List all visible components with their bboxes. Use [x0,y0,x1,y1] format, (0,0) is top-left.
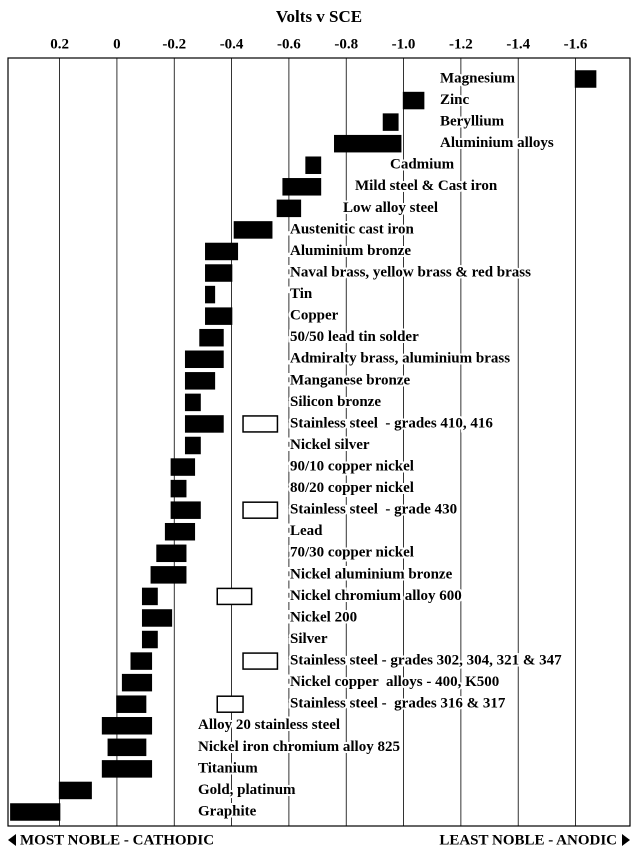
category-label: Stainless steel - grades 410, 416 [290,415,493,431]
category-label: Beryllium [440,114,505,130]
bar [164,522,196,541]
bar [205,307,233,325]
bar [205,264,233,282]
bar [184,436,201,455]
category-label: Magnesium [440,70,516,86]
bar [156,544,187,563]
axis-title: Volts v SCE [276,7,362,26]
bar [574,70,597,88]
category-label: Manganese bronze [290,372,410,388]
category-label: 70/30 copper nickel [290,545,414,561]
category-label: Titanium [198,760,258,776]
bar [199,328,224,347]
category-label: Naval brass, yellow brass & red brass [290,264,531,280]
bar [184,393,201,412]
bar [402,91,425,110]
category-label: Nickel copper alloys - 400, K500 [290,674,499,690]
bar [141,630,158,649]
category-label: 50/50 lead tin solder [290,329,419,345]
x-tick-label: -0.8 [334,36,358,52]
left-note: MOST NOBLE - CATHODIC [20,832,214,848]
x-tick-label: 0.2 [50,36,69,52]
category-label: Low alloy steel [343,200,438,216]
right-arrow [622,834,630,846]
category-label: Stainless steel - grades 316 & 317 [290,696,506,712]
bar [130,652,153,670]
category-label: Zinc [440,92,470,108]
bar [233,221,273,239]
category-label: Aluminium alloys [440,135,554,151]
active-bar [216,695,244,713]
category-label: Copper [290,308,339,324]
category-label: Nickel 200 [290,609,357,625]
bar [276,199,302,218]
bar [184,350,224,369]
category-label: Admiralty brass, aluminium brass [290,351,510,367]
category-label: Mild steel & Cast iron [355,178,498,194]
x-tick-label: 0 [113,36,121,52]
category-label: Silver [290,631,328,647]
bar [170,501,201,519]
category-label: 90/10 copper nickel [290,458,414,474]
active-bar [242,501,279,519]
bar [58,781,92,800]
category-label: Lead [290,523,323,539]
category-label: Silicon bronze [290,394,381,410]
category-label: Cadmium [390,157,455,173]
category-label: Tin [290,286,313,302]
bar [205,285,216,304]
active-bar [216,587,253,606]
x-tick-label: -1.0 [392,36,416,52]
bar [107,738,147,757]
active-bar [242,415,279,433]
bar [141,587,158,606]
bar [150,566,187,584]
bar [101,717,153,735]
bar [141,609,173,627]
category-label: Nickel iron chromium alloy 825 [198,739,400,755]
x-tick-label: -0.4 [220,36,244,52]
category-label: Aluminium bronze [290,243,411,259]
x-tick-label: -1.4 [506,36,530,52]
bar [382,113,399,131]
bar [101,760,153,778]
bar [170,479,187,498]
bar [305,156,322,174]
bar [116,695,147,713]
bar [184,372,216,390]
bar [10,803,61,821]
bar [184,415,224,433]
bar [282,178,322,196]
category-label: Gold, platinum [198,782,296,798]
plot-frame [7,57,631,827]
active-bar [242,652,279,670]
bar [170,458,196,476]
category-label: Stainless steel - grades 302, 304, 321 &… [290,653,562,669]
category-label: Stainless steel - grade 430 [290,502,457,518]
category-label: Nickel aluminium bronze [290,566,453,582]
bar [205,242,239,261]
bar [121,673,153,692]
category-label: Alloy 20 stainless steel [198,717,340,733]
left-arrow [8,834,16,846]
category-label: 80/20 copper nickel [290,480,414,496]
x-tick-label: -0.6 [277,36,301,52]
x-tick-label: -0.2 [162,36,186,52]
x-tick-label: -1.2 [449,36,473,52]
category-label: Austenitic cast iron [290,221,415,237]
right-note: LEAST NOBLE - ANODIC [439,832,617,848]
bar [334,134,402,153]
category-label: Nickel chromium alloy 600 [290,588,462,604]
category-label: Graphite [198,803,257,819]
x-tick-label: -1.6 [564,36,588,52]
category-label: Nickel silver [290,437,370,453]
